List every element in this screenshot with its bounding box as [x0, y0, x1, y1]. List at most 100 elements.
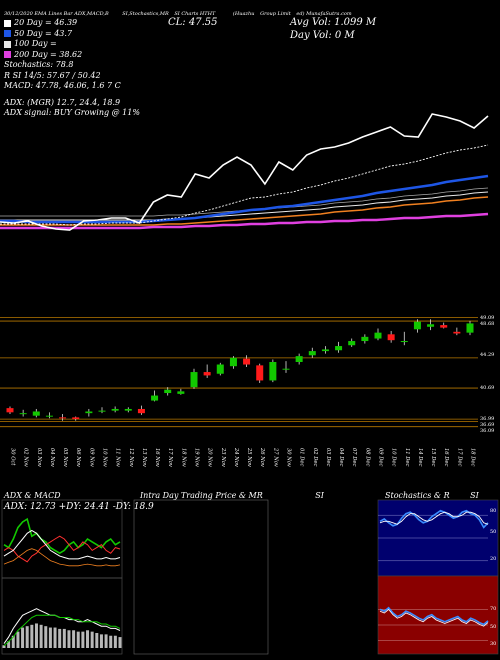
date-tick-label: 03 Nov	[36, 448, 42, 467]
date-tick-label: 20 Nov	[207, 447, 213, 467]
macd-hist-bar-14	[67, 630, 71, 648]
price-level-3: 44.29	[480, 352, 495, 358]
candle-body-19	[256, 365, 264, 381]
ema200-line	[0, 212, 489, 230]
date-tick-label: 09 Dec	[378, 448, 384, 466]
date-tick-label: 11 Nov	[115, 448, 121, 467]
candle-body-13	[177, 391, 185, 394]
intraday-panel-frame	[133, 499, 269, 655]
macd-hist-bar-23	[109, 635, 113, 648]
candle-body-5	[72, 417, 80, 420]
ema-legend-50: 50 Day = 43.7	[4, 29, 140, 40]
date-tick-label: 06 Nov	[75, 448, 81, 467]
rsi-line	[379, 606, 489, 626]
candle-body-11	[151, 395, 159, 401]
ema100-swatch	[4, 40, 11, 48]
candle-body-28	[374, 332, 382, 339]
date-tick-label: 04 Nov	[49, 448, 55, 467]
date-tick-label: 12 Nov	[128, 448, 134, 467]
macd-hist-bar-5	[25, 626, 29, 648]
candle-body-7	[98, 410, 106, 412]
date-tick-label: 30 Oct	[10, 448, 16, 466]
date-tick-label: 15 Dec	[430, 448, 436, 466]
candle-body-9	[124, 408, 132, 411]
date-tick-label: 17 Dec	[456, 448, 462, 466]
macd-hist-bar-0	[2, 645, 6, 648]
candle-body-3	[45, 415, 53, 417]
rsi-signal-line	[379, 608, 489, 627]
candle-body-25	[335, 346, 343, 351]
date-tick-label: 26 Nov	[259, 447, 265, 467]
macd-hist-bar-8	[39, 624, 43, 648]
date-tick-label: 08 Dec	[364, 448, 370, 466]
price-level-6: 36.69	[480, 422, 495, 428]
macd-hist-bar-12	[58, 628, 62, 648]
stoch-level-50: 50	[490, 529, 497, 535]
macd-hist-bar-16	[76, 631, 80, 648]
macd-hist-bar-4	[21, 627, 25, 648]
date-tick-label: 18 Nov	[180, 448, 186, 467]
candle-body-17	[229, 357, 237, 367]
date-tick-label: 10 Nov	[102, 448, 108, 467]
macd-hist-bar-10	[48, 627, 52, 648]
adx-plus-line	[3, 517, 121, 555]
date-tick-label: 13 Nov	[141, 448, 147, 467]
candle-body-4	[59, 417, 67, 419]
ema-legend-100: 100 Day =	[4, 39, 140, 50]
stoch-level-20: 20	[490, 556, 497, 562]
stat-macd: MACD: 47.78, 46.06, 1.6 7 C	[4, 81, 121, 90]
stoch-d-line	[379, 511, 489, 525]
macd-hist-bar-20	[95, 633, 99, 648]
candle-body-21	[282, 368, 290, 370]
candle-body-2	[32, 411, 40, 416]
date-tick-label: 23 Nov	[220, 447, 226, 467]
candle-body-34	[453, 331, 461, 334]
macd-hist-bar-19	[90, 631, 94, 648]
ema200-swatch	[4, 51, 11, 58]
candle-body-6	[85, 411, 93, 414]
macd-hist-bar-15	[72, 630, 76, 648]
date-tick-label: 25 Nov	[246, 447, 252, 467]
macd-hist-bar-13	[62, 628, 66, 648]
header-text-e: SI Charts HTHT	[174, 11, 216, 17]
macd-signal-line	[3, 614, 121, 647]
date-tick-label: 30 Nov	[286, 448, 292, 467]
macd-hist-bar-2	[11, 635, 15, 648]
macd-panel-frame	[1, 577, 123, 655]
date-tick-label: 16 Dec	[443, 448, 449, 466]
rsi-panel-bg	[377, 575, 499, 655]
date-tick-label: 14 Dec	[417, 448, 423, 466]
candle-body-10	[137, 408, 145, 414]
date-tick-label: 19 Nov	[194, 448, 200, 467]
candle-body-32	[427, 324, 435, 327]
date-tick-label: 10 Dec	[391, 448, 397, 466]
candle-body-18	[243, 358, 251, 365]
price-level-4: 40.69	[480, 385, 495, 391]
macd-hist-bar-17	[81, 631, 85, 648]
date-tick-label: 11 Dec	[404, 448, 410, 466]
candle-body-15	[203, 372, 211, 376]
ema-legend-20: 20 Day = 46.39	[4, 18, 140, 29]
candle-body-30	[400, 341, 408, 343]
adx-macd-title: ADX & MACD	[4, 491, 61, 500]
macd-hist-bar-11	[53, 627, 57, 648]
date-tick-label: 02 Dec	[312, 448, 318, 466]
candle-body-33	[440, 325, 448, 328]
candle-body-0	[6, 408, 14, 413]
stat-rsi: R SI 14/5: 57.67 / 50.42	[4, 70, 101, 80]
candle-body-27	[361, 336, 369, 342]
rsi-level-30: 30	[490, 641, 497, 647]
candle-body-26	[348, 341, 356, 346]
stat-stoch: Stochastics: 78.8	[4, 60, 74, 69]
ema-orange-line	[0, 196, 489, 226]
adx-aux-line	[3, 548, 121, 567]
candle-body-35	[466, 323, 474, 333]
close-label: CL: 47.55	[168, 17, 218, 28]
candle-body-14	[190, 372, 198, 388]
header-text-a: 30/12/2020 EMA Lines	[4, 11, 63, 17]
date-tick-label: 16 Nov	[154, 448, 160, 467]
stoch-rsi-title: Stochastics & R SI	[385, 491, 479, 500]
date-tick-label: 17 Nov	[167, 448, 173, 467]
avg-vol: Avg Vol: 1.099 M	[290, 17, 377, 28]
